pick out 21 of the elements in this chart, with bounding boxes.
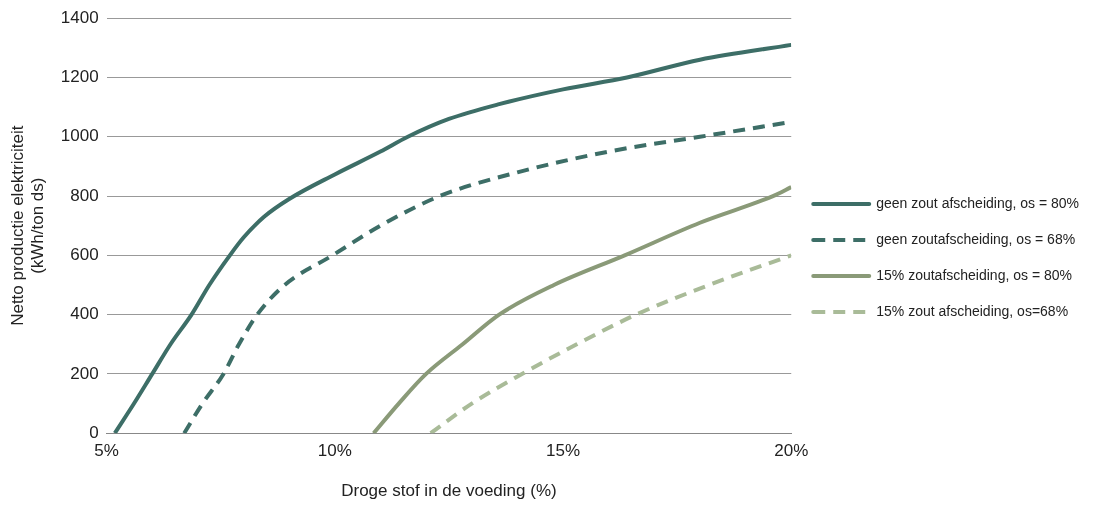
y-tick-label: 600 <box>70 245 99 265</box>
legend-label: geen zoutafscheiding, os = 68% <box>876 230 1076 247</box>
y-tick-label: 1400 <box>60 7 99 27</box>
y-tick-label: 1200 <box>60 67 99 87</box>
x-axis-title: Droge stof in de voeding (%) <box>341 481 557 501</box>
legend-label: 15% zout afscheiding, os=68% <box>876 302 1069 319</box>
y-tick-label: 400 <box>70 304 99 324</box>
x-tick-label: 5% <box>94 441 119 461</box>
x-tick-label: 20% <box>774 441 809 461</box>
legend-label: geen zout afscheiding, os = 80% <box>876 194 1080 211</box>
y-tick-label: 200 <box>70 363 99 383</box>
y-tick-label: 800 <box>70 185 99 205</box>
x-tick-label: 10% <box>317 441 352 461</box>
x-tick-label: 15% <box>546 441 581 461</box>
y-tick-label: 0 <box>89 422 99 442</box>
line-series <box>112 42 792 434</box>
line-series <box>428 253 792 434</box>
y-tick-label: 1000 <box>60 126 99 146</box>
line-series <box>371 185 792 434</box>
legend-label: 15% zoutafscheiding, os = 80% <box>876 266 1072 283</box>
y-axis-title: Netto productie elektriciteit (kWh/ton ds) <box>7 125 48 326</box>
